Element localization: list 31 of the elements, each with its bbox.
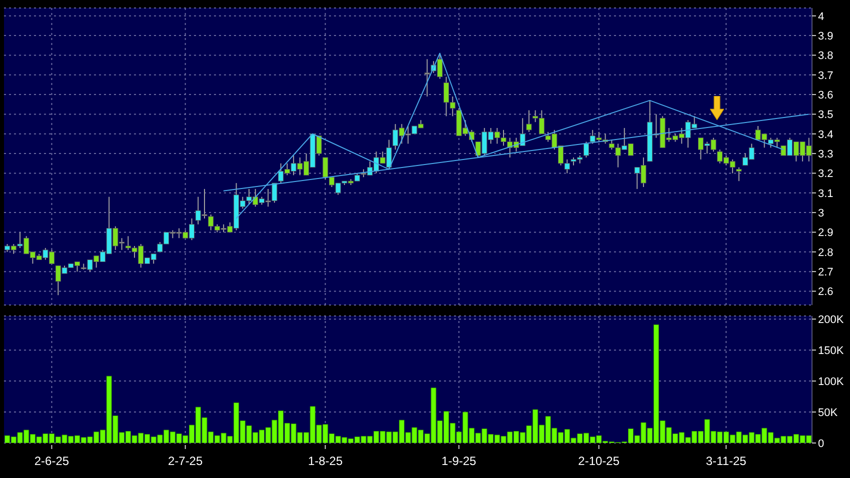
y-tick-label: 2.7 [818,266,834,278]
candlestick [526,110,532,132]
y-tick-label: 3.1 [818,188,834,200]
candlestick [322,156,328,180]
x-tick-label: 2-6-25 [34,454,70,468]
x-tick-label: 2-7-25 [168,454,203,468]
y-tick-label: 4 [818,10,824,23]
y-tick-label: 0 [818,438,824,450]
y-tick-label: 3.4 [818,128,834,141]
y-tick-label: 3.9 [818,30,834,42]
y-tick-label: 50K [818,406,838,419]
y-tick-label: 3 [818,207,824,220]
y-tick-label: 3.3 [818,148,834,160]
y-tick-label: 150K [818,344,844,357]
y-tick-label: 2.6 [818,286,834,298]
candlestick [736,166,742,182]
x-tick-label: 1-8-25 [308,454,343,468]
y-tick-label: 3.8 [818,50,834,62]
y-tick-label: 3.7 [818,70,834,82]
x-tick-label: 3-11-25 [706,454,747,468]
x-tick-label: 1-9-25 [442,454,477,468]
y-tick-label: 2.9 [818,227,834,240]
candlestick [424,58,430,98]
y-tick-label: 100K [818,376,844,388]
y-tick-label: 2.8 [818,246,834,259]
y-tick-label: 3.5 [818,109,834,122]
y-tick-label: 200K [818,314,844,326]
y-tick-label: 3.6 [818,89,834,102]
y-tick-label: 3.2 [818,168,834,180]
x-tick-label: 2-10-25 [578,454,620,468]
candlestick [583,141,589,158]
